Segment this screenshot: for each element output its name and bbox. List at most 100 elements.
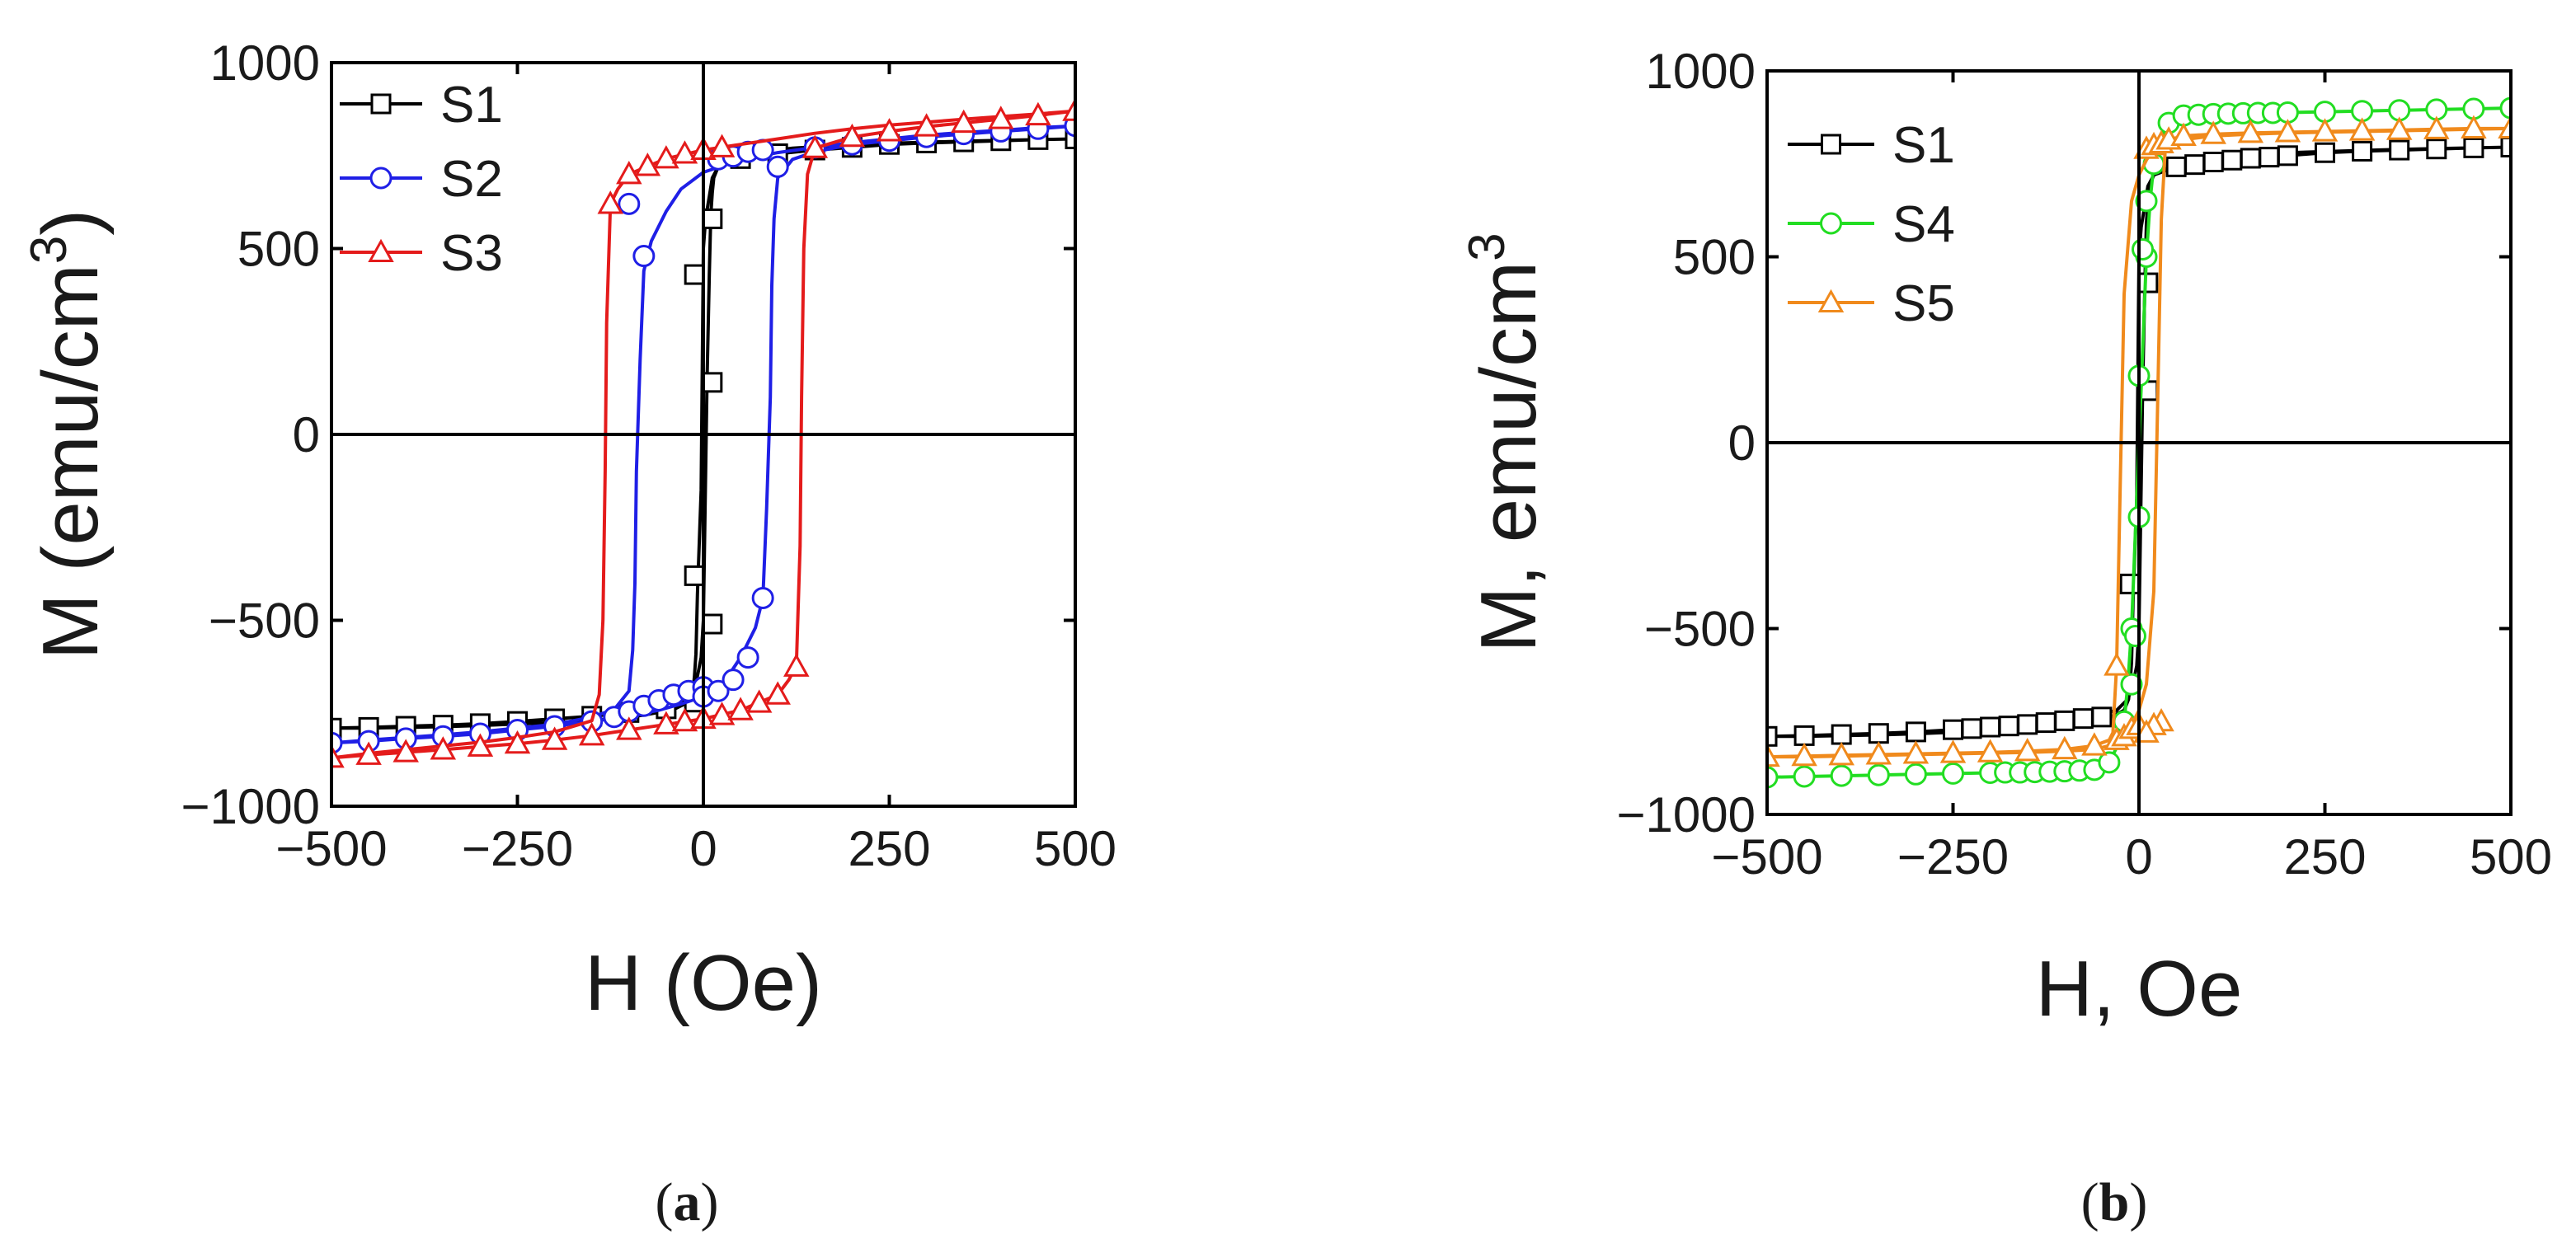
data-point-S5 bbox=[2104, 652, 2130, 676]
x-tick-label: 250 bbox=[848, 821, 930, 876]
data-point-S4 bbox=[2123, 625, 2146, 648]
data-point-S3 bbox=[597, 190, 623, 214]
legend-label-S2: S2 bbox=[440, 151, 503, 208]
data-point-S5 bbox=[1828, 742, 1854, 766]
data-point-S4 bbox=[1793, 765, 1816, 788]
data-point-S5 bbox=[2386, 116, 2413, 140]
y-tick-label: −1000 bbox=[181, 779, 320, 834]
data-point-S3 bbox=[950, 109, 977, 134]
legend-label-S1: S1 bbox=[440, 77, 503, 134]
data-point-S2 bbox=[751, 586, 774, 609]
panel-label: (a) bbox=[656, 1172, 719, 1232]
data-point-S1 bbox=[1793, 725, 1815, 746]
data-point-S4 bbox=[2132, 237, 2155, 260]
data-point-S4 bbox=[2098, 751, 2121, 774]
panel-label: (b) bbox=[2081, 1172, 2148, 1232]
x-tick-label: 0 bbox=[689, 821, 717, 876]
data-point-S3 bbox=[331, 744, 345, 768]
data-point-S1 bbox=[2389, 139, 2410, 161]
data-point-S3 bbox=[708, 702, 736, 725]
x-tick-label: −500 bbox=[1711, 829, 1822, 885]
data-point-S3 bbox=[727, 697, 754, 720]
legend-marker-S3 bbox=[368, 238, 394, 263]
data-point-S1 bbox=[1998, 716, 2019, 737]
y-axis-title: M, emu/cm3 bbox=[1459, 232, 1553, 652]
data-point-S5 bbox=[2274, 119, 2301, 143]
data-point-S3 bbox=[801, 134, 829, 158]
data-point-S1 bbox=[2091, 706, 2113, 728]
data-point-S2 bbox=[632, 245, 656, 268]
legend-marker-S2 bbox=[369, 167, 393, 190]
data-point-S1 bbox=[1980, 716, 2001, 738]
data-point-S1 bbox=[2165, 156, 2187, 177]
y-tick-label: 0 bbox=[1728, 415, 1756, 471]
data-point-S3 bbox=[616, 161, 642, 185]
data-point-S1 bbox=[2277, 145, 2298, 167]
panel-label-close: ) bbox=[2129, 1172, 2147, 1232]
panel-label-letter: a bbox=[674, 1172, 701, 1232]
data-point-S1 bbox=[2017, 714, 2038, 735]
data-point-S1 bbox=[1961, 718, 1982, 739]
data-point-S4 bbox=[2135, 190, 2158, 213]
data-point-S1 bbox=[2352, 140, 2373, 162]
data-point-S1 bbox=[1905, 721, 1926, 743]
data-point-S3 bbox=[467, 733, 494, 757]
data-point-S1 bbox=[702, 208, 723, 229]
data-point-S3 bbox=[783, 653, 810, 677]
data-point-S1 bbox=[1943, 719, 1963, 740]
data-point-S3 bbox=[1062, 97, 1075, 121]
legend-marker-S5 bbox=[1817, 289, 1845, 313]
data-point-S3 bbox=[634, 153, 661, 176]
data-point-S2 bbox=[722, 669, 745, 692]
y-tick-label: −500 bbox=[209, 594, 320, 649]
x-tick-label: 250 bbox=[2283, 829, 2366, 885]
data-point-S3 bbox=[913, 113, 940, 137]
legend-label-S1: S1 bbox=[1892, 117, 1955, 174]
x-tick-label: −500 bbox=[275, 821, 387, 876]
series-line-S3 bbox=[331, 109, 1075, 760]
data-point-S3 bbox=[708, 134, 736, 157]
data-point-S5 bbox=[2170, 122, 2197, 146]
panel-label-close: ) bbox=[701, 1172, 719, 1232]
data-point-S1 bbox=[702, 372, 723, 393]
data-point-S3 bbox=[764, 681, 791, 705]
data-point-S2 bbox=[707, 679, 730, 702]
series-S3 bbox=[331, 97, 1075, 768]
data-point-S4 bbox=[1767, 766, 1779, 789]
data-point-S3 bbox=[355, 741, 382, 765]
panel-label-letter: b bbox=[2099, 1172, 2130, 1232]
data-point-S1 bbox=[702, 613, 723, 635]
data-point-S1 bbox=[331, 717, 342, 739]
y-tick-label: 500 bbox=[1673, 230, 1756, 285]
data-point-S3 bbox=[671, 140, 698, 164]
x-tick-label: −250 bbox=[1897, 829, 2009, 885]
data-point-S1 bbox=[2315, 142, 2335, 163]
data-point-S2 bbox=[736, 646, 759, 669]
legend-marker-S1 bbox=[1821, 134, 1841, 155]
data-point-S1 bbox=[2202, 151, 2224, 172]
data-point-S5 bbox=[1791, 742, 1817, 767]
y-tick-label: −1000 bbox=[1616, 787, 1756, 842]
y-tick-label: −500 bbox=[1644, 602, 1756, 657]
data-point-S1 bbox=[2184, 154, 2206, 176]
data-point-S5 bbox=[1865, 741, 1892, 765]
data-point-S4 bbox=[1904, 763, 1927, 786]
data-point-S2 bbox=[618, 192, 641, 215]
x-tick-label: −250 bbox=[462, 821, 573, 876]
data-point-S3 bbox=[671, 707, 698, 732]
data-point-S4 bbox=[1830, 764, 1853, 787]
data-point-S3 bbox=[430, 736, 457, 760]
data-point-S1 bbox=[2240, 148, 2261, 169]
y-axis-title-tail: ) bbox=[26, 209, 115, 236]
data-point-S1 bbox=[2426, 138, 2447, 160]
legend: S1 S4 S5 bbox=[1788, 117, 1955, 332]
data-point-S5 bbox=[2133, 719, 2160, 743]
y-axis-title-superscript: 3 bbox=[1459, 232, 1516, 260]
series-S5 bbox=[1767, 115, 2511, 767]
y-axis-title-main: M, emu/cm bbox=[1464, 261, 1553, 653]
x-tick-label: 0 bbox=[2125, 829, 2152, 885]
data-point-S3 bbox=[541, 726, 568, 750]
y-tick-label: 500 bbox=[237, 222, 320, 277]
